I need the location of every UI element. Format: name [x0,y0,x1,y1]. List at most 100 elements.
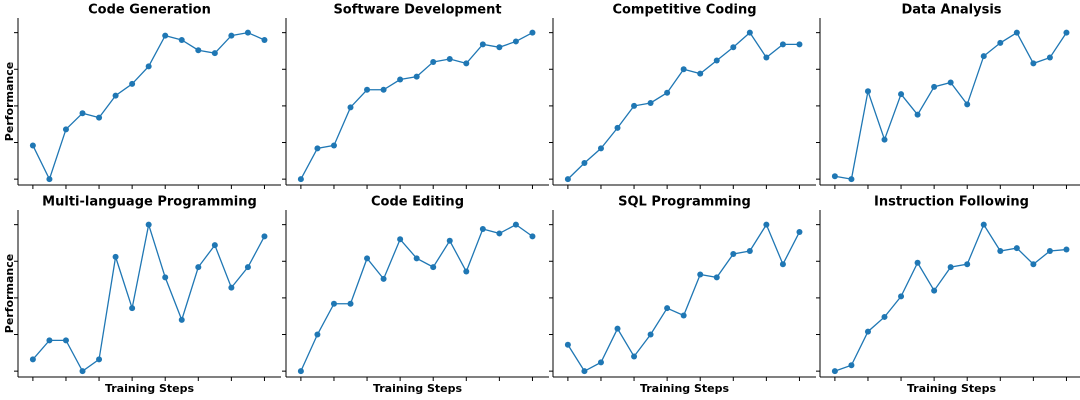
data-point [796,41,803,48]
data-point [746,248,753,255]
data-point [529,29,536,36]
data-point [730,44,737,51]
x-axis-label: Training Steps [373,382,463,395]
data-point [1030,261,1037,268]
data-point [29,142,36,149]
data-point [730,250,737,257]
data-point [96,114,103,121]
data-point [964,261,971,268]
data-point [848,176,855,183]
data-point [364,255,371,262]
data-point [680,312,687,319]
data-point [62,126,69,133]
data-point [664,89,671,96]
data-point [647,331,654,338]
data-point [211,50,218,57]
data-point [864,328,871,335]
data-point [397,236,404,243]
data-point [413,73,420,80]
data-point [564,341,571,348]
data-point [162,274,169,281]
data-point [96,356,103,363]
x-axis-label: Training Steps [105,382,195,395]
data-point [831,368,838,375]
data-point [614,325,621,332]
data-point [244,264,251,271]
series-line [567,31,800,180]
series-line [32,224,266,373]
data-point [129,305,136,312]
data-point [162,32,169,39]
data-point [178,36,185,43]
data-point [881,136,888,143]
panel-title: Data Analysis [901,3,1001,18]
data-point [898,293,905,300]
panel-title: Multi-language Programming [42,195,257,210]
x-axis-label: Training Steps [640,382,730,395]
data-point [1046,248,1053,255]
series-line [834,31,1068,180]
data-point [848,362,855,369]
data-point [529,233,536,240]
data-point [297,176,304,183]
data-point [496,230,503,237]
panel-title: Code Generation [88,3,211,18]
data-point [763,54,770,61]
data-point [564,176,571,183]
data-point [947,264,954,271]
data-point [1030,60,1037,67]
data-point [228,284,235,291]
data-point [79,368,86,375]
data-point [931,83,938,90]
x-axis-label: Training Steps [907,382,997,395]
data-point [647,99,654,106]
panel-title: Competitive Coding [612,3,756,18]
data-point [314,145,321,152]
data-point [997,39,1004,46]
data-point [864,88,871,95]
data-point [581,368,588,375]
data-point [430,264,437,271]
data-point [763,221,770,228]
data-point [261,36,268,43]
series-line [32,31,265,181]
data-point [330,300,337,307]
data-point [931,287,938,294]
data-point [997,248,1004,255]
series-line [567,223,801,372]
data-point [446,56,453,63]
data-point [62,337,69,344]
data-point [330,142,337,149]
data-point [129,80,136,87]
data-point [397,76,404,83]
data-point [261,233,268,240]
data-point [430,58,437,65]
panel-title: SQL Programming [618,195,751,210]
panel-title: Code Editing [371,195,464,210]
data-point [413,255,420,262]
data-point [914,111,921,118]
data-point [479,226,486,233]
data-point [713,57,720,64]
data-point [779,41,786,48]
y-axis-label: Performance [3,62,16,141]
data-point [463,268,470,275]
data-point [697,271,704,278]
series-line [834,223,1067,372]
data-point [112,92,119,99]
data-point [898,91,905,98]
data-point [29,356,36,363]
data-point [1013,29,1020,36]
data-point [364,86,371,93]
data-point [297,368,304,375]
data-point [79,110,86,117]
data-point [947,79,954,86]
data-point [512,38,519,45]
data-point [211,242,218,249]
data-point [980,53,987,60]
data-point [779,261,786,268]
data-point [664,305,671,312]
data-point [1046,54,1053,61]
data-point [195,47,202,54]
data-point [1063,29,1070,36]
